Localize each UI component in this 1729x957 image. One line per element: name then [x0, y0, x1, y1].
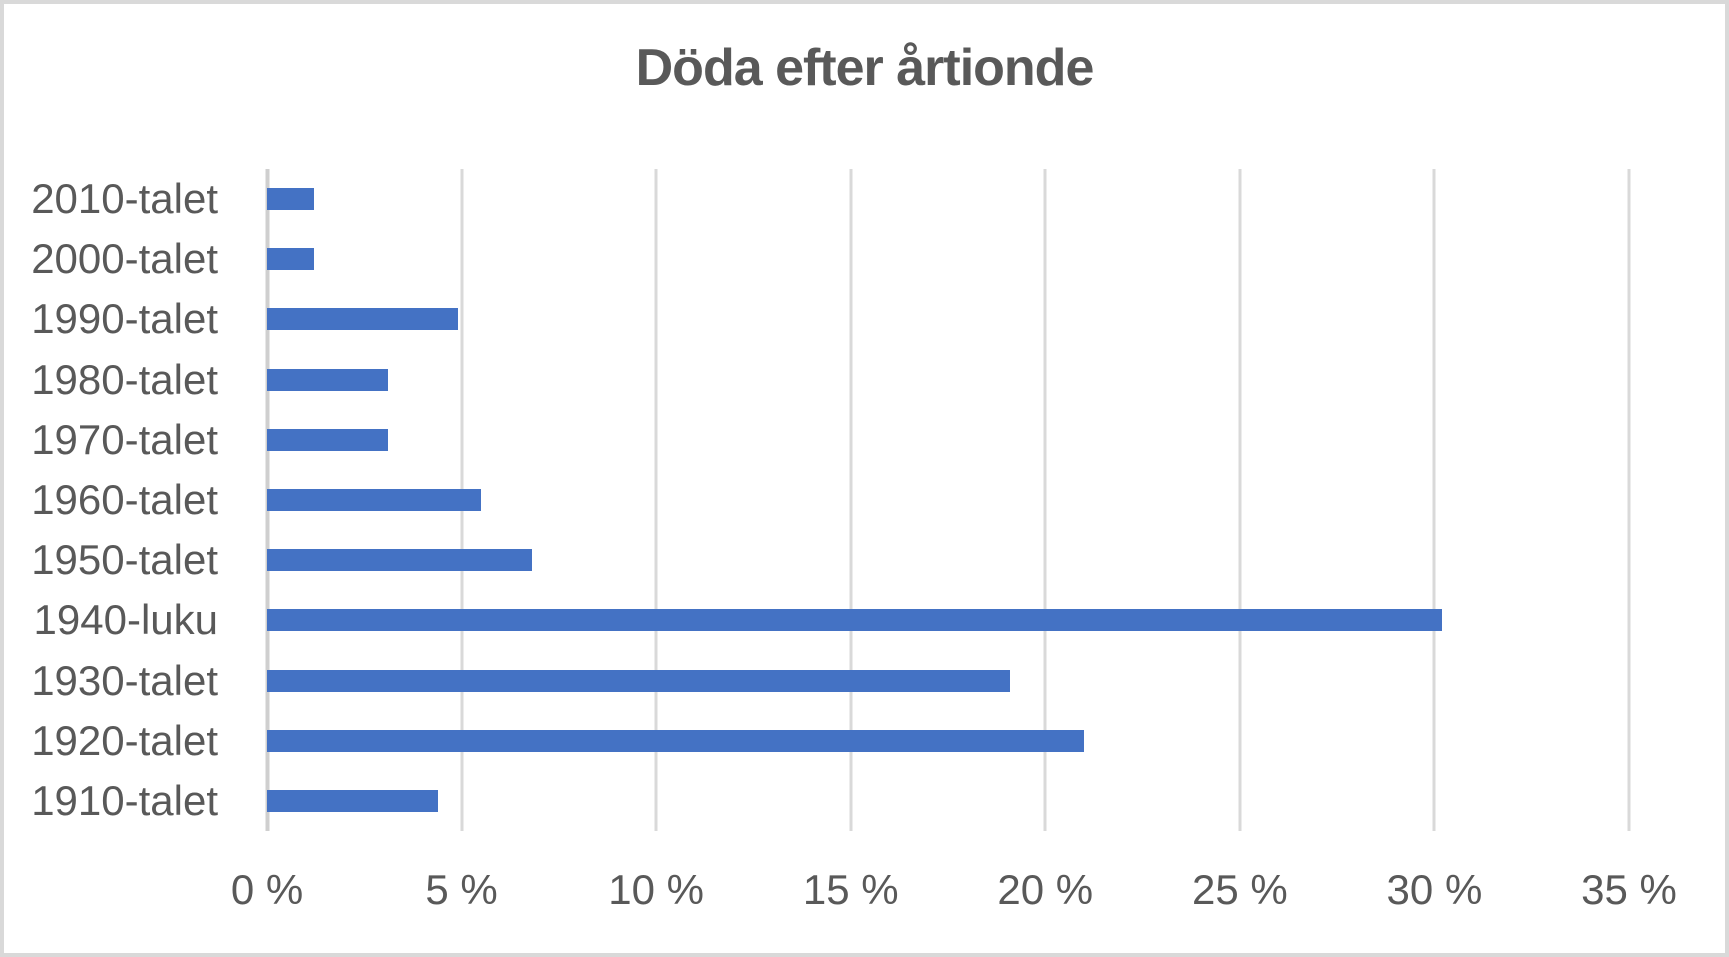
gridline	[1432, 169, 1436, 831]
bar-1990-talet	[267, 308, 458, 331]
gridline	[849, 169, 853, 831]
bar-1920-talet	[267, 729, 1085, 752]
category-label: 1940-luku	[33, 596, 218, 644]
bar-2000-talet	[267, 248, 314, 271]
bar-1930-talet	[267, 669, 1011, 692]
x-tick-label: 35 %	[1581, 866, 1677, 913]
x-tick-label: 0 %	[230, 866, 304, 913]
gridline	[1238, 169, 1242, 831]
category-label: 1920-talet	[31, 716, 218, 764]
category-axis: 2010-talet 2000-talet 1990-talet 1980-talet…	[4, 169, 267, 831]
gridline	[1043, 169, 1047, 831]
bar-rows	[267, 169, 1629, 831]
plot-area: 2010-talet 2000-talet 1990-talet 1980-talet…	[4, 169, 1631, 831]
category-label: 1970-talet	[31, 415, 218, 463]
bar-row	[267, 470, 1629, 530]
category-label: 1950-talet	[31, 536, 218, 584]
bar-1980-talet	[267, 368, 388, 391]
category-label: 1910-talet	[31, 776, 218, 824]
bar-row	[267, 289, 1629, 349]
category-label: 1980-talet	[31, 355, 218, 403]
x-tick-label: 15 %	[802, 866, 899, 913]
bar-row	[267, 229, 1629, 289]
x-tick-label: 10 %	[608, 866, 705, 913]
bar-row	[267, 771, 1629, 831]
bar-row	[267, 711, 1629, 771]
chart-title: Döda efter årtionde	[635, 39, 1095, 97]
category-label: 2000-talet	[31, 235, 218, 283]
bar-row	[267, 169, 1629, 229]
gridline	[654, 169, 658, 831]
bar-row	[267, 651, 1629, 711]
bar-row	[267, 590, 1629, 650]
gridline	[1627, 169, 1631, 831]
bar-1950-talet	[267, 549, 532, 572]
bars-region	[265, 169, 1631, 831]
bar-1960-talet	[267, 489, 482, 512]
bar-2010-talet	[267, 188, 314, 211]
category-label: 1930-talet	[31, 656, 218, 704]
x-tick-label: 25 %	[1191, 866, 1288, 913]
x-tick-label: 5 %	[425, 866, 498, 913]
category-label: 2010-talet	[31, 175, 218, 223]
bar-row	[267, 410, 1629, 470]
bar-1910-talet	[267, 789, 439, 812]
bar-row	[267, 530, 1629, 590]
x-tick-label: 30 %	[1386, 866, 1483, 913]
bar-1940-luku	[267, 609, 1443, 632]
bar-row	[267, 350, 1629, 410]
category-label: 1990-talet	[31, 295, 218, 343]
category-label: 1960-talet	[31, 476, 218, 524]
x-tick-label: 20 %	[997, 866, 1094, 913]
bar-1970-talet	[267, 428, 388, 451]
value-axis: 0 % 5 % 10 % 15 % 20 % 25 % 30 % 35 %	[4, 866, 1725, 926]
